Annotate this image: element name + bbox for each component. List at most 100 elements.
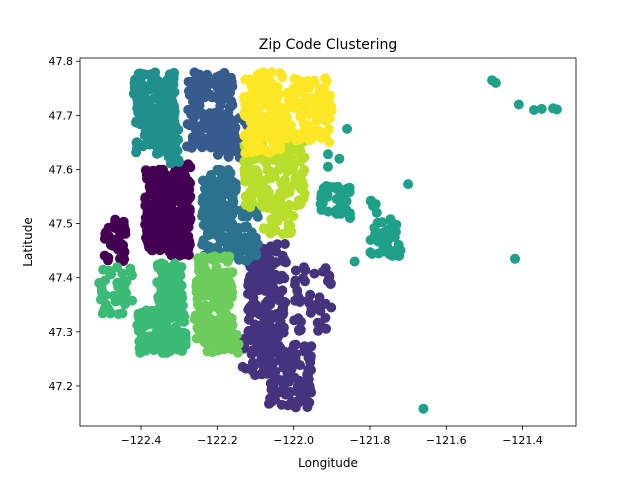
data-point-cluster-1: [314, 292, 325, 303]
data-point-cluster-3: [229, 206, 240, 216]
data-point-cluster-4: [151, 148, 162, 159]
data-point-cluster-2: [188, 88, 199, 99]
data-point-cluster-8: [295, 146, 306, 157]
data-point-cluster-6: [158, 282, 169, 293]
data-point-cluster-4: [169, 87, 180, 98]
data-point-cluster-1: [261, 352, 272, 363]
data-point-cluster-8: [239, 164, 250, 175]
data-point-cluster-0: [155, 170, 166, 181]
data-point-cluster-6: [103, 265, 114, 276]
data-point-cluster-1: [270, 375, 281, 386]
data-point-cluster-2: [204, 89, 215, 100]
data-point-cluster-6: [136, 342, 147, 353]
data-point-cluster-9: [252, 114, 263, 125]
data-point-cluster-9: [267, 67, 277, 78]
data-point-cluster-1: [303, 368, 314, 379]
data-point-cluster-2: [226, 80, 237, 90]
data-point-cluster-6: [176, 280, 187, 291]
data-point-cluster-1: [264, 398, 274, 409]
data-point-cluster-9: [324, 137, 335, 148]
data-point-cluster-1: [290, 275, 301, 286]
data-point-cluster-9: [267, 85, 278, 96]
data-point-cluster-1: [247, 299, 257, 310]
data-point-cluster-5: [403, 179, 414, 190]
data-point-cluster-9: [247, 125, 257, 136]
data-point-cluster-7: [209, 253, 220, 264]
data-point-cluster-1: [248, 361, 259, 372]
data-point-cluster-1: [264, 316, 275, 327]
y-axis-label: Latitude: [21, 217, 35, 266]
data-point-cluster-4: [157, 92, 168, 103]
data-point-cluster-6: [136, 333, 147, 344]
data-point-cluster-5: [342, 123, 353, 134]
data-point-cluster-9: [320, 73, 331, 84]
data-point-cluster-5: [323, 161, 333, 172]
data-point-cluster-4: [173, 155, 184, 165]
data-point-cluster-1: [305, 307, 316, 318]
data-point-cluster-1: [276, 352, 286, 363]
data-point-cluster-9: [315, 100, 326, 111]
data-point-cluster-8: [286, 182, 296, 192]
data-point-cluster-5: [418, 403, 429, 414]
data-point-cluster-1: [297, 390, 308, 401]
data-point-cluster-0: [184, 192, 195, 203]
data-point-cluster-9: [260, 73, 271, 84]
data-point-cluster-2: [213, 111, 224, 121]
data-point-cluster-3: [221, 184, 231, 195]
data-point-cluster-2: [187, 119, 198, 130]
data-point-cluster-7: [221, 254, 232, 265]
data-point-cluster-8: [264, 198, 275, 209]
data-point-cluster-6: [170, 306, 181, 317]
data-point-cluster-9: [321, 112, 332, 123]
x-tick-label: −121.4: [502, 434, 543, 447]
data-point-cluster-6: [155, 320, 166, 331]
data-point-cluster-8: [288, 211, 299, 221]
data-point-cluster-9: [262, 93, 273, 104]
data-point-cluster-9: [323, 104, 334, 115]
data-point-cluster-2: [218, 140, 229, 151]
data-point-cluster-1: [264, 279, 275, 290]
data-point-cluster-6: [97, 287, 107, 298]
data-point-cluster-0: [140, 192, 151, 203]
data-point-cluster-1: [247, 331, 258, 342]
data-point-cluster-2: [212, 128, 223, 139]
data-point-cluster-1: [300, 265, 311, 276]
data-point-cluster-8: [247, 197, 258, 208]
x-tick-label: −122.2: [197, 434, 238, 447]
data-point-cluster-9: [259, 81, 270, 92]
data-point-cluster-5: [377, 217, 388, 228]
data-point-cluster-7: [191, 333, 202, 344]
data-point-cluster-1: [284, 372, 295, 383]
data-point-cluster-7: [194, 262, 205, 273]
data-point-cluster-8: [252, 187, 263, 198]
data-point-cluster-3: [230, 183, 241, 194]
data-point-cluster-1: [311, 299, 322, 310]
data-point-cluster-7: [204, 327, 215, 338]
data-point-cluster-1: [303, 295, 314, 306]
data-point-cluster-7: [204, 282, 215, 293]
data-point-cluster-1: [293, 324, 304, 335]
data-point-cluster-4: [129, 82, 140, 93]
data-point-cluster-1: [294, 297, 305, 307]
data-point-cluster-9: [307, 99, 318, 110]
data-point-cluster-0: [167, 219, 178, 230]
data-point-cluster-6: [100, 275, 110, 286]
data-point-cluster-1: [256, 337, 267, 348]
data-point-cluster-9: [268, 131, 278, 142]
data-point-cluster-8: [297, 181, 308, 192]
data-point-cluster-5: [330, 207, 341, 218]
data-point-cluster-1: [252, 308, 263, 318]
data-point-cluster-2: [194, 71, 205, 82]
data-point-cluster-7: [224, 285, 235, 296]
data-point-cluster-3: [244, 235, 255, 245]
data-point-cluster-1: [326, 302, 337, 313]
data-point-cluster-9: [305, 130, 316, 141]
data-point-cluster-6: [133, 311, 144, 322]
data-point-cluster-9: [288, 92, 299, 102]
data-point-cluster-1: [275, 342, 286, 353]
data-point-cluster-6: [141, 307, 152, 318]
data-point-cluster-9: [246, 81, 257, 92]
data-point-cluster-3: [204, 204, 215, 215]
data-point-cluster-5: [371, 207, 382, 218]
data-point-cluster-4: [130, 74, 140, 85]
